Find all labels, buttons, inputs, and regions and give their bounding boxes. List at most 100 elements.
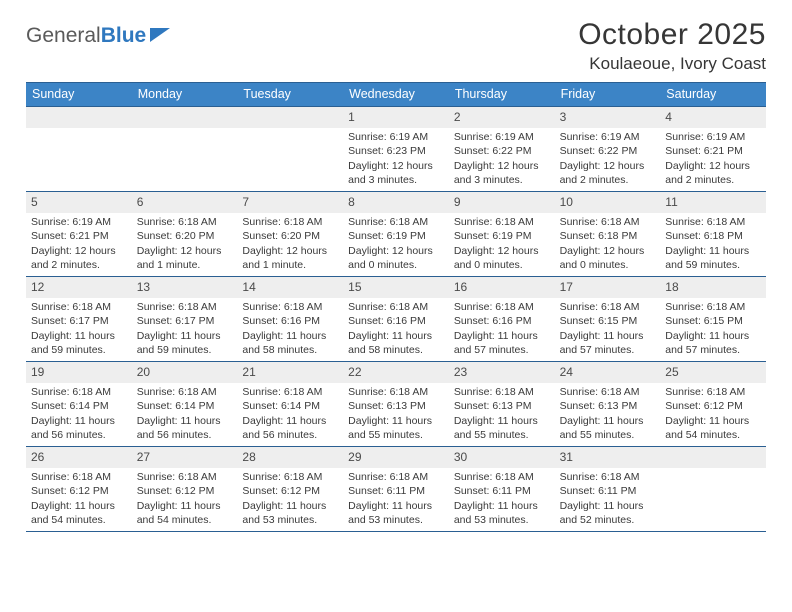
day-number: 7 <box>237 192 343 213</box>
calendar-cell: 24Sunrise: 6:18 AMSunset: 6:13 PMDayligh… <box>555 362 661 446</box>
cell-body: Sunrise: 6:18 AMSunset: 6:12 PMDaylight:… <box>660 383 766 446</box>
sunset-label: Sunset: 6:17 PM <box>31 314 128 328</box>
sunset-label: Sunset: 6:23 PM <box>348 144 445 158</box>
cell-body: Sunrise: 6:19 AMSunset: 6:22 PMDaylight:… <box>449 128 555 191</box>
day-number: 5 <box>26 192 132 213</box>
daylight1-label: Daylight: 12 hours <box>454 244 551 258</box>
daylight1-label: Daylight: 12 hours <box>137 244 234 258</box>
cell-body: Sunrise: 6:18 AMSunset: 6:19 PMDaylight:… <box>449 213 555 276</box>
calendar-cell: 3 Sunrise: 6:19 AMSunset: 6:22 PMDaylight… <box>555 107 661 191</box>
calendar-cell: 29Sunrise: 6:18 AMSunset: 6:11 PMDayligh… <box>343 447 449 531</box>
day-number: 20 <box>132 362 238 383</box>
sunrise-label: Sunrise: 6:18 AM <box>31 470 128 484</box>
day-number: 23 <box>449 362 555 383</box>
sunrise-label: Sunrise: 6:18 AM <box>454 300 551 314</box>
cell-body: Sunrise: 6:18 AMSunset: 6:20 PMDaylight:… <box>237 213 343 276</box>
daylight2-label: and 57 minutes. <box>665 343 762 357</box>
cell-body: Sunrise: 6:18 AMSunset: 6:16 PMDaylight:… <box>343 298 449 361</box>
cell-body: Sunrise: 6:18 AMSunset: 6:13 PMDaylight:… <box>343 383 449 446</box>
daylight2-label: and 0 minutes. <box>454 258 551 272</box>
daylight2-label: and 2 minutes. <box>665 173 762 187</box>
day-number: 3 <box>555 107 661 128</box>
day-number: 13 <box>132 277 238 298</box>
day-header-sat: Saturday <box>660 83 766 106</box>
cell-body: Sunrise: 6:18 AMSunset: 6:15 PMDaylight:… <box>660 298 766 361</box>
sunset-label: Sunset: 6:18 PM <box>560 229 657 243</box>
daylight2-label: and 3 minutes. <box>454 173 551 187</box>
daylight2-label: and 55 minutes. <box>454 428 551 442</box>
sunset-label: Sunset: 6:21 PM <box>31 229 128 243</box>
daylight1-label: Daylight: 12 hours <box>665 159 762 173</box>
sunrise-label: Sunrise: 6:18 AM <box>137 300 234 314</box>
day-number: 18 <box>660 277 766 298</box>
sunset-label: Sunset: 6:16 PM <box>242 314 339 328</box>
day-number: 25 <box>660 362 766 383</box>
cell-body: Sunrise: 6:18 AMSunset: 6:18 PMDaylight:… <box>660 213 766 276</box>
day-number: 15 <box>343 277 449 298</box>
sunrise-label: Sunrise: 6:18 AM <box>137 385 234 399</box>
daylight1-label: Daylight: 12 hours <box>560 159 657 173</box>
cell-body: Sunrise: 6:19 AMSunset: 6:21 PMDaylight:… <box>660 128 766 191</box>
daylight1-label: Daylight: 11 hours <box>348 499 445 513</box>
daylight1-label: Daylight: 12 hours <box>560 244 657 258</box>
sunset-label: Sunset: 6:13 PM <box>560 399 657 413</box>
sunrise-label: Sunrise: 6:18 AM <box>348 470 445 484</box>
calendar-cell: 15Sunrise: 6:18 AMSunset: 6:16 PMDayligh… <box>343 277 449 361</box>
location-label: Koulaeoue, Ivory Coast <box>578 54 766 74</box>
day-number: 11 <box>660 192 766 213</box>
sunset-label: Sunset: 6:11 PM <box>454 484 551 498</box>
cell-body: Sunrise: 6:18 AMSunset: 6:14 PMDaylight:… <box>237 383 343 446</box>
calendar-cell <box>237 107 343 191</box>
day-number <box>660 447 766 468</box>
day-number: 22 <box>343 362 449 383</box>
sunrise-label: Sunrise: 6:19 AM <box>454 130 551 144</box>
daylight2-label: and 56 minutes. <box>242 428 339 442</box>
day-header-fri: Friday <box>555 83 661 106</box>
day-number: 27 <box>132 447 238 468</box>
day-number: 26 <box>26 447 132 468</box>
day-number: 2 <box>449 107 555 128</box>
sunset-label: Sunset: 6:18 PM <box>665 229 762 243</box>
day-number: 24 <box>555 362 661 383</box>
sunset-label: Sunset: 6:19 PM <box>454 229 551 243</box>
sunrise-label: Sunrise: 6:18 AM <box>560 215 657 229</box>
day-number: 28 <box>237 447 343 468</box>
daylight2-label: and 1 minute. <box>137 258 234 272</box>
cell-body: Sunrise: 6:18 AMSunset: 6:11 PMDaylight:… <box>343 468 449 531</box>
day-number: 10 <box>555 192 661 213</box>
month-title: October 2025 <box>578 18 766 52</box>
daylight1-label: Daylight: 12 hours <box>242 244 339 258</box>
cell-body: Sunrise: 6:18 AMSunset: 6:18 PMDaylight:… <box>555 213 661 276</box>
calendar-cell: 18Sunrise: 6:18 AMSunset: 6:15 PMDayligh… <box>660 277 766 361</box>
daylight2-label: and 59 minutes. <box>31 343 128 357</box>
calendar-cell: 20Sunrise: 6:18 AMSunset: 6:14 PMDayligh… <box>132 362 238 446</box>
day-number: 9 <box>449 192 555 213</box>
calendar-cell: 30Sunrise: 6:18 AMSunset: 6:11 PMDayligh… <box>449 447 555 531</box>
daylight2-label: and 55 minutes. <box>348 428 445 442</box>
daylight2-label: and 1 minute. <box>242 258 339 272</box>
calendar-cell: 23Sunrise: 6:18 AMSunset: 6:13 PMDayligh… <box>449 362 555 446</box>
logo-triangle-icon <box>150 28 170 42</box>
daylight2-label: and 55 minutes. <box>560 428 657 442</box>
daylight1-label: Daylight: 12 hours <box>454 159 551 173</box>
sunrise-label: Sunrise: 6:18 AM <box>665 215 762 229</box>
daylight2-label: and 53 minutes. <box>242 513 339 527</box>
day-number: 6 <box>132 192 238 213</box>
sunset-label: Sunset: 6:12 PM <box>242 484 339 498</box>
calendar-cell: 25Sunrise: 6:18 AMSunset: 6:12 PMDayligh… <box>660 362 766 446</box>
daylight2-label: and 56 minutes. <box>31 428 128 442</box>
cell-body: Sunrise: 6:18 AMSunset: 6:19 PMDaylight:… <box>343 213 449 276</box>
sunrise-label: Sunrise: 6:19 AM <box>560 130 657 144</box>
daylight2-label: and 53 minutes. <box>348 513 445 527</box>
day-header-thu: Thursday <box>449 83 555 106</box>
calendar-cell: 22Sunrise: 6:18 AMSunset: 6:13 PMDayligh… <box>343 362 449 446</box>
sunset-label: Sunset: 6:22 PM <box>560 144 657 158</box>
daylight2-label: and 54 minutes. <box>665 428 762 442</box>
logo-part2: Blue <box>101 24 147 47</box>
daylight1-label: Daylight: 11 hours <box>31 499 128 513</box>
daylight2-label: and 0 minutes. <box>348 258 445 272</box>
sunrise-label: Sunrise: 6:18 AM <box>31 300 128 314</box>
daylight1-label: Daylight: 11 hours <box>560 499 657 513</box>
daylight2-label: and 57 minutes. <box>454 343 551 357</box>
daylight2-label: and 58 minutes. <box>242 343 339 357</box>
